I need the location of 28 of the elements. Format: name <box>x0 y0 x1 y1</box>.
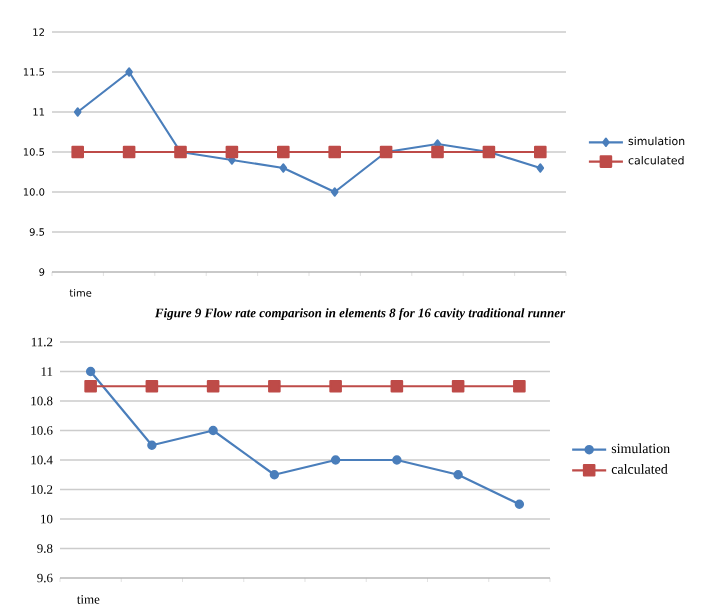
point <box>514 499 525 509</box>
point <box>451 379 465 393</box>
point <box>279 163 288 173</box>
point <box>208 425 218 436</box>
point <box>328 145 342 159</box>
point <box>329 379 342 393</box>
point <box>125 67 133 77</box>
point <box>392 455 402 465</box>
point <box>330 455 341 465</box>
point <box>225 145 239 159</box>
point <box>390 379 404 393</box>
point <box>147 440 157 450</box>
point <box>268 379 281 393</box>
point <box>84 379 97 393</box>
point <box>277 145 290 159</box>
point <box>73 107 82 117</box>
point <box>513 379 526 393</box>
point <box>536 163 545 173</box>
point <box>206 379 220 393</box>
point <box>330 187 339 197</box>
point <box>71 145 85 159</box>
point <box>269 470 280 480</box>
point <box>534 145 547 159</box>
point <box>145 379 159 393</box>
point <box>453 470 463 480</box>
point <box>85 366 96 377</box>
point <box>122 145 136 159</box>
point <box>431 145 444 159</box>
